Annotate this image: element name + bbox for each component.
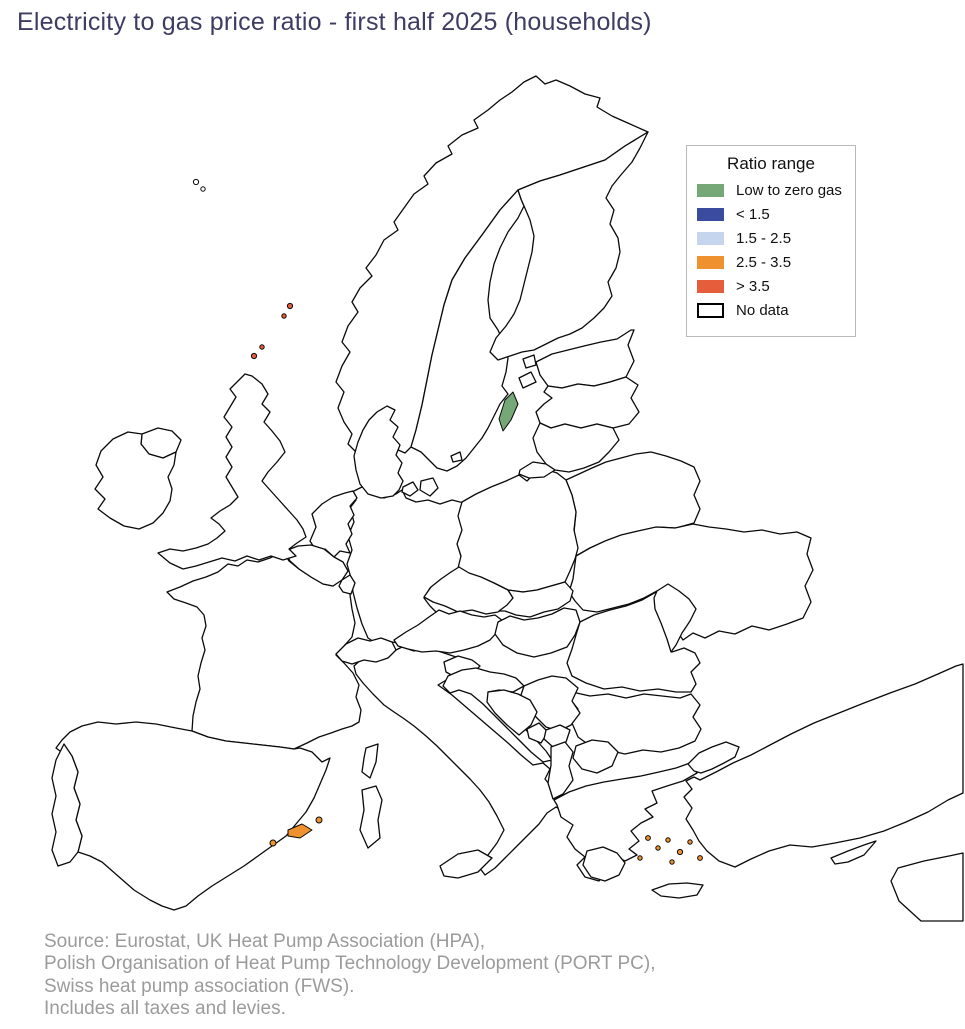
country-lithuania: [532, 422, 620, 473]
country-luxembourg: [338, 574, 356, 595]
country-united-kingdom: [157, 373, 307, 570]
country-slovakia: [498, 581, 574, 618]
island-funen: [401, 481, 419, 497]
island-bornholm: [450, 451, 463, 463]
legend-item-gt-3-5: > 3.5: [697, 278, 845, 295]
legend-label: Low to zero gas: [736, 182, 842, 199]
country-albania: [547, 741, 574, 800]
country-spain: [55, 721, 331, 911]
island-crete: [651, 882, 704, 899]
country-finland: [489, 131, 649, 361]
island-sicily: [439, 849, 493, 879]
country-kosovo: [543, 724, 571, 748]
legend-item-2-5-3-5: 2.5 - 3.5: [697, 254, 845, 271]
country-cyprus: [830, 840, 877, 865]
island-ibiza: [269, 839, 277, 847]
legend-label: 2.5 - 3.5: [736, 254, 792, 271]
legend-item-lt-1-5: < 1.5: [697, 206, 845, 223]
source-note: Source: Eurostat, UK Heat Pump Associati…: [44, 931, 655, 1021]
country-turkey-europe: [687, 741, 740, 774]
page-title: Electricity to gas price ratio - first h…: [17, 8, 652, 36]
source-line-2: Polish Organisation of Heat Pump Technol…: [44, 953, 656, 975]
country-poland: [456, 468, 579, 593]
country-denmark: [353, 405, 404, 499]
source-line-1: Source: Eurostat, UK Heat Pump Associati…: [44, 931, 486, 952]
legend-item-1-5-2-5: 1.5 - 2.5: [697, 230, 845, 247]
legend-swatch-1-5-2-5: [697, 232, 724, 245]
legend-label: > 3.5: [736, 278, 770, 295]
island-corsica: [361, 743, 379, 779]
country-north-macedonia: [572, 739, 619, 774]
legend-label: No data: [736, 302, 789, 319]
country-hungary: [494, 607, 581, 658]
country-belgium: [284, 544, 349, 587]
country-bulgaria: [569, 691, 702, 755]
source-line-3: Swiss heat pump association (FWS).: [44, 975, 355, 997]
legend-item-no-data: No data: [697, 302, 845, 319]
legend-label: < 1.5: [736, 206, 770, 223]
country-sweden: [410, 189, 525, 472]
landmass-middle-east: [890, 852, 964, 922]
scottish-islands: [250, 302, 294, 360]
legend: Ratio range Low to zero gas < 1.5 1.5 - …: [686, 145, 856, 337]
legend-item-zero-gas: Low to zero gas: [697, 182, 845, 199]
island-gotland: [498, 391, 519, 432]
country-bosnia: [486, 689, 538, 736]
region-kaliningrad: [518, 461, 556, 479]
country-romania: [566, 591, 701, 693]
island-menorca: [315, 816, 323, 824]
legend-swatch-no-data: [697, 303, 724, 318]
country-portugal: [51, 743, 83, 867]
legend-swatch-2-5-3-5: [697, 256, 724, 269]
country-ukraine: [568, 523, 814, 641]
country-ireland: [94, 431, 177, 530]
country-switzerland: [335, 637, 397, 665]
island-hiiumaa: [522, 354, 537, 369]
legend-title: Ratio range: [727, 154, 815, 173]
island-saaremaa: [518, 371, 537, 389]
source-line-4: Includes all taxes and levies.: [44, 998, 286, 1020]
country-moldova: [653, 583, 697, 653]
legend-swatch-lt-1-5: [697, 208, 724, 221]
island-sardinia: [359, 785, 383, 849]
legend-swatch-zero-gas: [697, 184, 724, 197]
legend-swatch-gt-3-5: [697, 280, 724, 293]
faroe-islands: [192, 178, 206, 192]
legend-label: 1.5 - 2.5: [736, 230, 792, 247]
greece-peloponnese: [582, 846, 626, 882]
island-zealand: [419, 477, 439, 497]
island-mallorca: [287, 823, 313, 839]
country-turkey: [683, 663, 964, 868]
